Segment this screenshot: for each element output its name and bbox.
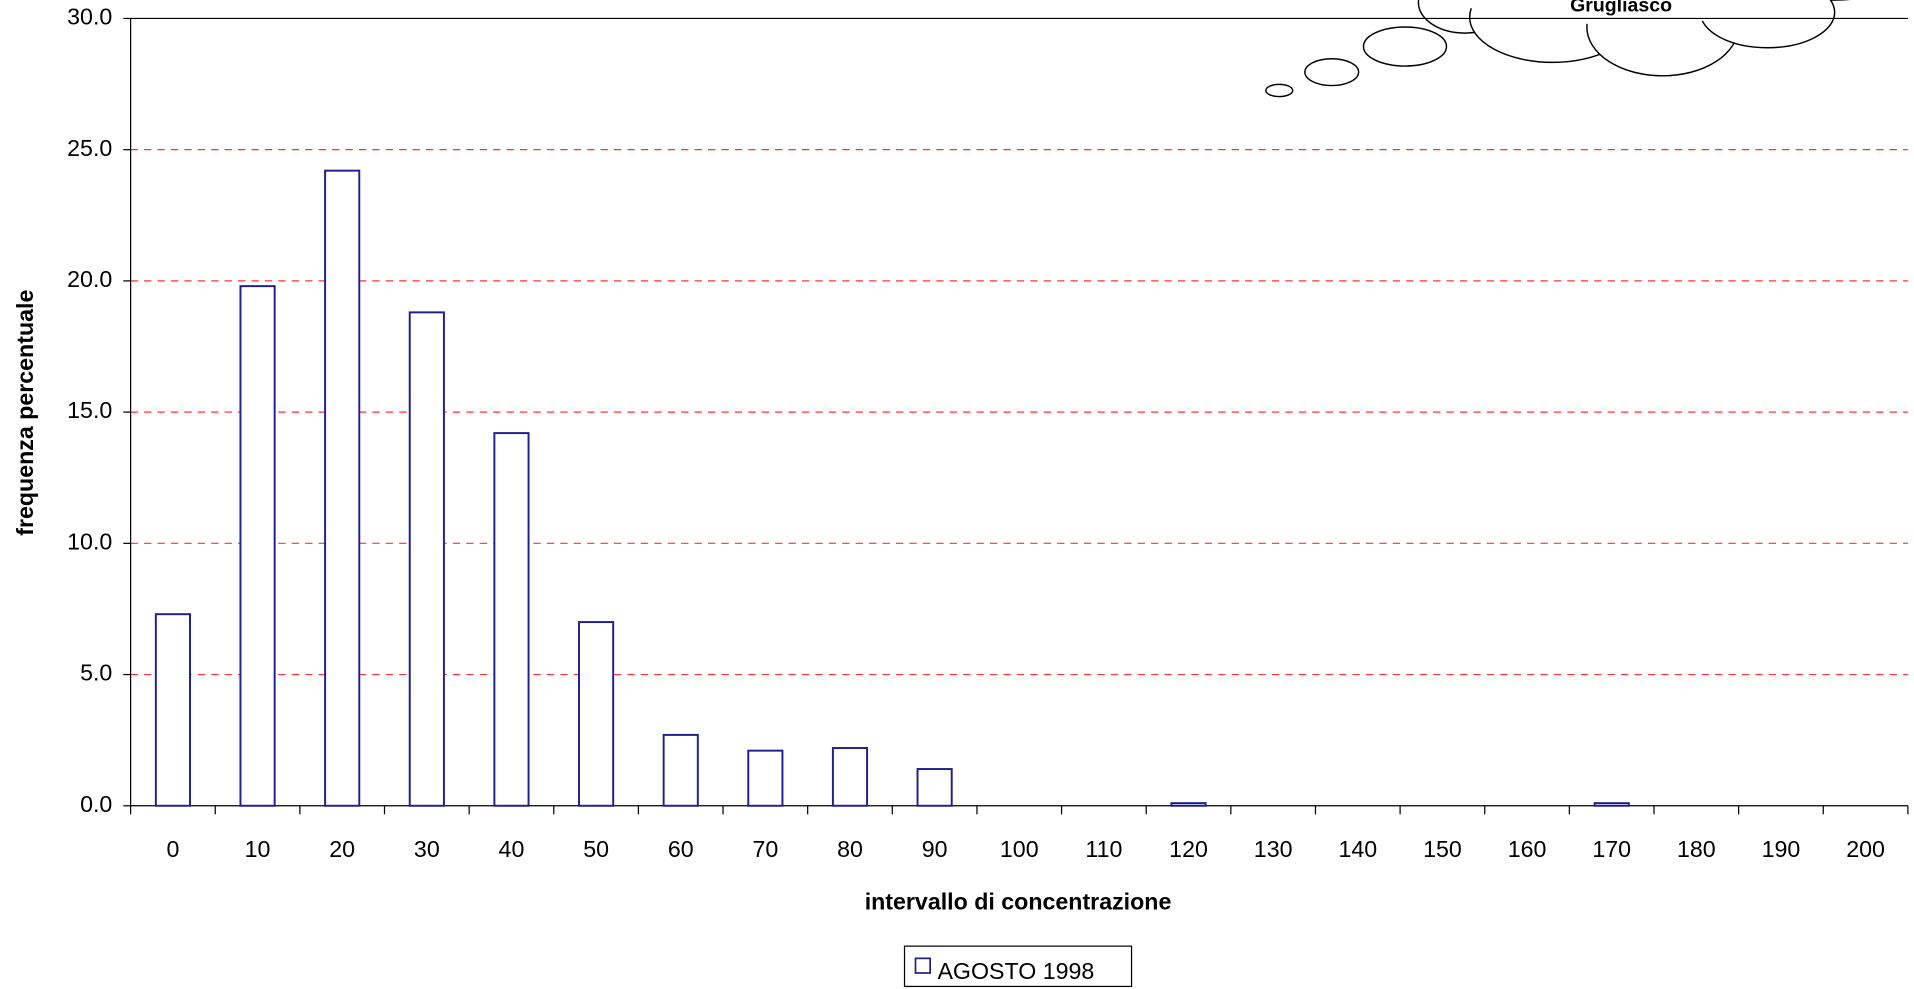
y-tick-label: 5.0 (80, 660, 112, 686)
bar (324, 169, 361, 807)
x-tick-label: 10 (245, 836, 271, 862)
x-tick-label: 150 (1423, 836, 1462, 862)
x-tick-label: 170 (1592, 836, 1631, 862)
x-tick-label: 70 (752, 836, 778, 862)
y-tick-label: 10.0 (67, 528, 112, 554)
x-tick-label: 30 (414, 836, 440, 862)
annotation: Grugliasco (1570, 0, 1672, 16)
bar (916, 768, 953, 807)
bar (578, 621, 615, 807)
y-tick-label: 30.0 (67, 4, 112, 30)
x-tick-label: 40 (499, 836, 525, 862)
x-tick-label: 130 (1254, 836, 1293, 862)
bar (239, 285, 276, 807)
x-tick-label: 0 (166, 836, 179, 862)
x-tick-label: 160 (1508, 836, 1547, 862)
y-axis-title: frequenza percentuale (12, 290, 38, 536)
x-axis-title: intervallo di concentrazione (865, 889, 1172, 915)
x-tick-label: 80 (837, 836, 863, 862)
bar (831, 747, 869, 807)
x-tick-label: 200 (1846, 836, 1885, 862)
bar (747, 749, 784, 807)
x-tick-label: 180 (1677, 836, 1716, 862)
bar (493, 432, 530, 807)
x-tick-label: 100 (1000, 836, 1039, 862)
x-tick-label: 190 (1762, 836, 1801, 862)
x-tick-label: 140 (1338, 836, 1377, 862)
bar (662, 733, 699, 807)
bar (408, 311, 445, 807)
x-tick-label: 60 (668, 836, 694, 862)
legend-box (903, 945, 1133, 988)
legend-marker (914, 957, 931, 974)
y-tick-label: 15.0 (67, 397, 112, 423)
thought-cloud (1265, 0, 1851, 98)
x-tick-label: 110 (1085, 836, 1122, 862)
bar (154, 613, 191, 807)
y-tick-label: 0.0 (80, 791, 112, 817)
x-tick-label: 20 (329, 836, 355, 862)
x-tick-label: 120 (1169, 836, 1208, 862)
x-tick-label: 90 (922, 836, 948, 862)
bar (1593, 802, 1630, 807)
x-tick-label: 50 (583, 836, 609, 862)
legend-label: AGOSTO 1998 (937, 958, 1094, 984)
y-tick-label: 25.0 (67, 135, 112, 161)
y-tick-label: 20.0 (67, 266, 112, 292)
bar (1170, 802, 1207, 807)
